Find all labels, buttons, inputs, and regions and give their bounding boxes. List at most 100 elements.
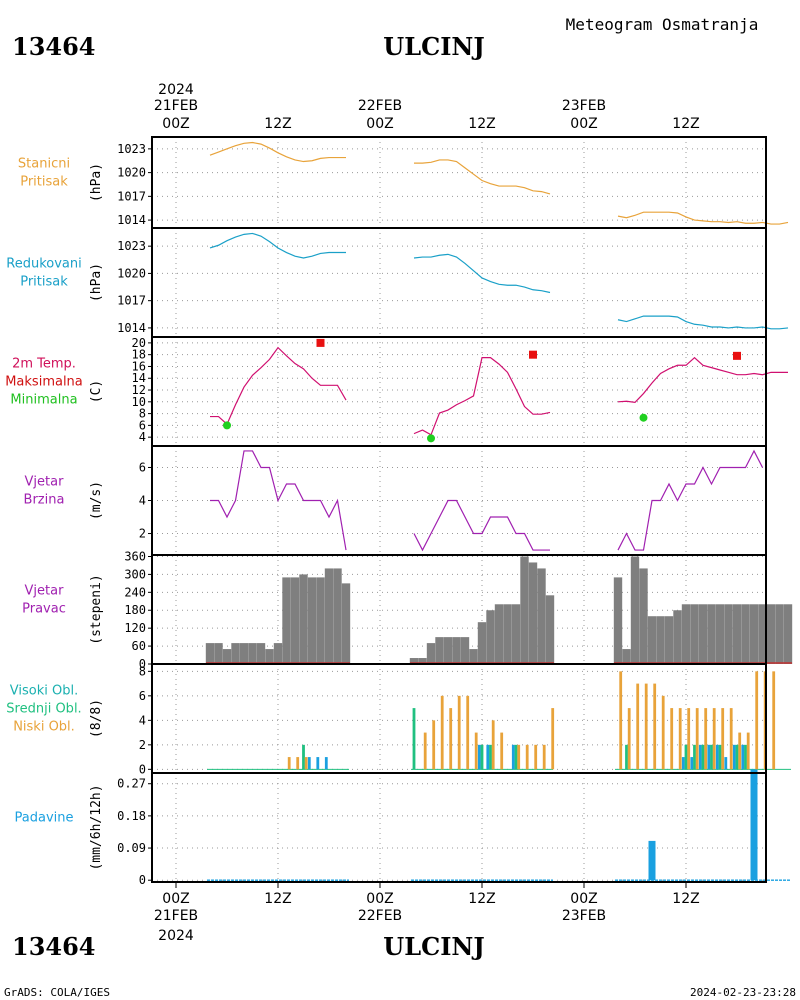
cloud-bar bbox=[432, 720, 436, 770]
y-tick-label: 6 bbox=[139, 460, 146, 474]
cloud-bar bbox=[625, 744, 628, 770]
y-tick-label: 120 bbox=[124, 621, 146, 635]
y-tick-label: 20 bbox=[132, 336, 146, 350]
cloud-bar bbox=[710, 744, 713, 770]
series-line bbox=[210, 450, 347, 551]
max-marker bbox=[529, 350, 537, 359]
y-tick-label: 8 bbox=[139, 407, 146, 421]
y-tick-label: 4 bbox=[139, 713, 146, 727]
hour-label-top: 12Z bbox=[264, 116, 291, 132]
precip-bar bbox=[750, 769, 758, 881]
y-tick-label: 360 bbox=[124, 549, 146, 563]
y-tick-label: 6 bbox=[139, 689, 146, 703]
y-axis-label: (hPa) bbox=[89, 163, 104, 202]
cloud-bar bbox=[542, 744, 546, 770]
y-tick-label: 0 bbox=[139, 873, 146, 887]
cloud-bar bbox=[477, 744, 481, 770]
y-tick-label: 14 bbox=[132, 371, 146, 385]
series-line bbox=[617, 356, 788, 404]
direction-bar bbox=[443, 637, 453, 664]
cloud-bar bbox=[678, 708, 682, 770]
credit-label: GrADS: COLA/IGES bbox=[4, 986, 110, 999]
panel-label: Padavine bbox=[15, 811, 74, 826]
y-tick-label: 6 bbox=[139, 418, 146, 432]
max-marker bbox=[316, 338, 325, 347]
direction-bar bbox=[681, 604, 691, 664]
y-tick-label: 4 bbox=[139, 430, 146, 444]
panel-label: Stanicni bbox=[18, 157, 70, 172]
cloud-bar bbox=[718, 744, 722, 770]
cloud-bar bbox=[500, 732, 504, 770]
cloud-bar bbox=[514, 744, 518, 770]
direction-bar bbox=[520, 556, 529, 664]
panel-frame bbox=[151, 336, 767, 447]
y-tick-label: 0.27 bbox=[117, 777, 146, 791]
cloud-bar bbox=[296, 757, 300, 770]
cloud-bar bbox=[741, 744, 745, 770]
panel-label: Redukovani bbox=[6, 257, 81, 272]
cloud-bar bbox=[738, 732, 742, 770]
date-label-bottom: 23FEB bbox=[562, 908, 606, 924]
direction-bar bbox=[647, 616, 657, 664]
direction-bar bbox=[775, 604, 784, 664]
panel-label: Minimalna bbox=[10, 393, 77, 408]
panel-label: 2m Temp. bbox=[12, 357, 76, 372]
direction-bar bbox=[477, 622, 487, 664]
series-line bbox=[617, 315, 789, 330]
direction-bar bbox=[316, 577, 325, 664]
direction-bar bbox=[265, 649, 274, 664]
date-label-top: 21FEB bbox=[154, 98, 198, 114]
cloud-bar bbox=[440, 695, 444, 770]
min-marker bbox=[639, 413, 648, 422]
cloud-bar bbox=[695, 708, 699, 770]
direction-bar bbox=[724, 604, 733, 664]
cloud-bar bbox=[307, 757, 311, 770]
panel-label: Srednji Obl. bbox=[6, 702, 81, 717]
cloud-bar bbox=[457, 695, 461, 770]
direction-bar bbox=[622, 649, 631, 664]
cloud-bar bbox=[480, 744, 484, 770]
y-tick-label: 0 bbox=[139, 657, 146, 671]
panel-label: Pravac bbox=[22, 602, 66, 617]
cloud-bar bbox=[486, 744, 490, 770]
direction-bar bbox=[273, 643, 283, 664]
cloud-bar bbox=[466, 695, 470, 770]
y-tick-label: 1020 bbox=[117, 266, 146, 280]
cloud-bar bbox=[693, 744, 696, 770]
hour-label-top: 00Z bbox=[366, 116, 393, 132]
y-axis-label: (8/8) bbox=[89, 699, 104, 738]
direction-bar bbox=[783, 604, 793, 664]
max-marker bbox=[733, 351, 741, 360]
direction-bar bbox=[511, 604, 521, 664]
direction-bar bbox=[324, 568, 334, 664]
cloud-bar bbox=[316, 757, 320, 770]
direction-bar bbox=[732, 604, 742, 664]
direction-bar bbox=[460, 637, 470, 664]
cloud-bar bbox=[619, 671, 623, 770]
y-tick-label: 1023 bbox=[117, 142, 146, 156]
hour-label-top: 00Z bbox=[162, 116, 189, 132]
y-tick-label: 240 bbox=[124, 585, 146, 599]
direction-bar bbox=[741, 604, 750, 664]
cloud-bar bbox=[670, 708, 674, 770]
panel-frame bbox=[151, 136, 767, 229]
cloud-bar bbox=[681, 757, 685, 770]
hour-label-bottom: 12Z bbox=[672, 891, 699, 907]
cloud-bar bbox=[746, 732, 750, 770]
hour-label-bottom: 00Z bbox=[162, 891, 189, 907]
panel-label: Pritisak bbox=[20, 175, 68, 190]
direction-bar bbox=[707, 604, 716, 664]
y-axis-label: (hPa) bbox=[89, 263, 104, 302]
series-line bbox=[413, 253, 551, 294]
direction-bar bbox=[613, 577, 623, 664]
panel-label: Brzina bbox=[24, 493, 65, 508]
year-label-top: 2024 bbox=[158, 82, 194, 98]
direction-bar bbox=[528, 562, 538, 664]
cloud-bar bbox=[412, 708, 416, 770]
direction-bar bbox=[307, 577, 317, 664]
y-tick-label: 1014 bbox=[117, 213, 146, 227]
cloud-bar bbox=[525, 744, 529, 770]
y-tick-label: 300 bbox=[124, 567, 146, 581]
y-tick-label: 1023 bbox=[117, 239, 146, 253]
